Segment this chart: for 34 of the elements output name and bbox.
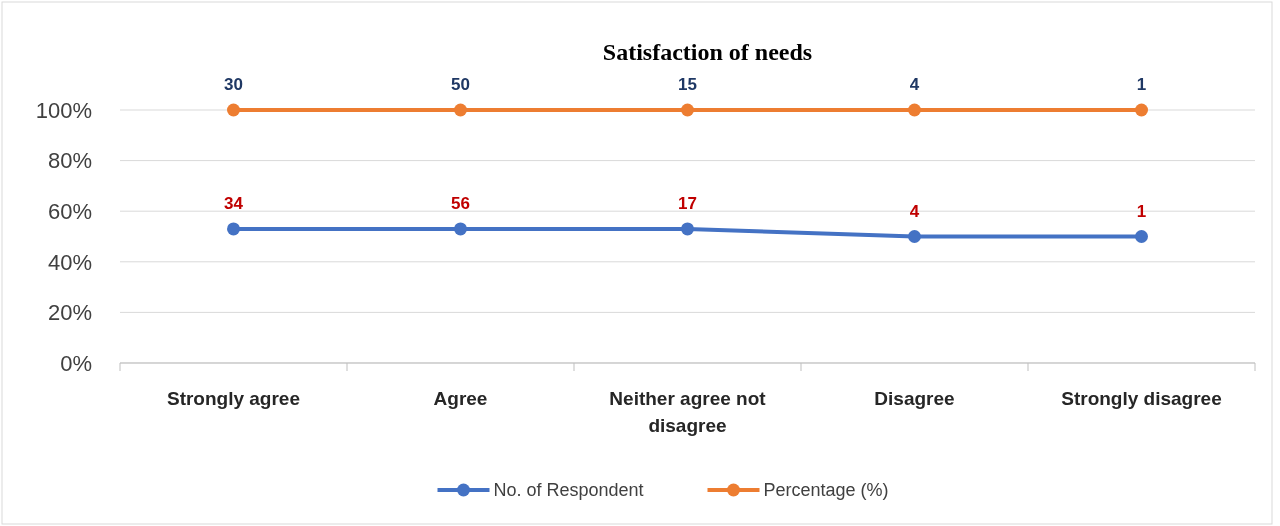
y-tick-label: 80% [47, 148, 92, 174]
point [227, 222, 240, 236]
legend-label: Percentage (%) [763, 480, 889, 501]
annotation: 1 [1136, 201, 1147, 221]
annotation: 4 [909, 75, 920, 94]
y-tick-label: 100% [35, 97, 92, 123]
x-tick-label: Neither agree not disagree [609, 388, 767, 436]
x-tick-label: Strongly agree [166, 388, 301, 409]
x-tick-label: Agree [433, 388, 488, 409]
point [681, 222, 694, 236]
y-tick-label: 0% [60, 350, 92, 376]
x-tick-label: Strongly disagree [1061, 388, 1222, 409]
legend-label: No. of Respondent [493, 480, 644, 501]
annotation: 50 [451, 75, 470, 94]
annotation: 17 [678, 193, 697, 213]
point [908, 230, 921, 243]
y-tick-label: 20% [47, 300, 92, 326]
point [1135, 230, 1148, 243]
annotation: 4 [909, 201, 920, 221]
point [227, 103, 240, 117]
annotation: 34 [224, 193, 244, 213]
annotation: 15 [678, 75, 697, 94]
point [454, 103, 467, 117]
point [454, 222, 467, 236]
x-tick-label: Disagree [874, 388, 955, 409]
point [1135, 103, 1148, 117]
annotation: 30 [224, 75, 243, 94]
annotation: 56 [451, 193, 470, 213]
y-tick-label: 60% [47, 198, 92, 224]
y-tick-label: 40% [47, 249, 92, 275]
annotation: 1 [1136, 75, 1147, 94]
point [681, 103, 694, 117]
chart-title: Satisfaction of needs [602, 39, 813, 65]
point [908, 103, 921, 117]
